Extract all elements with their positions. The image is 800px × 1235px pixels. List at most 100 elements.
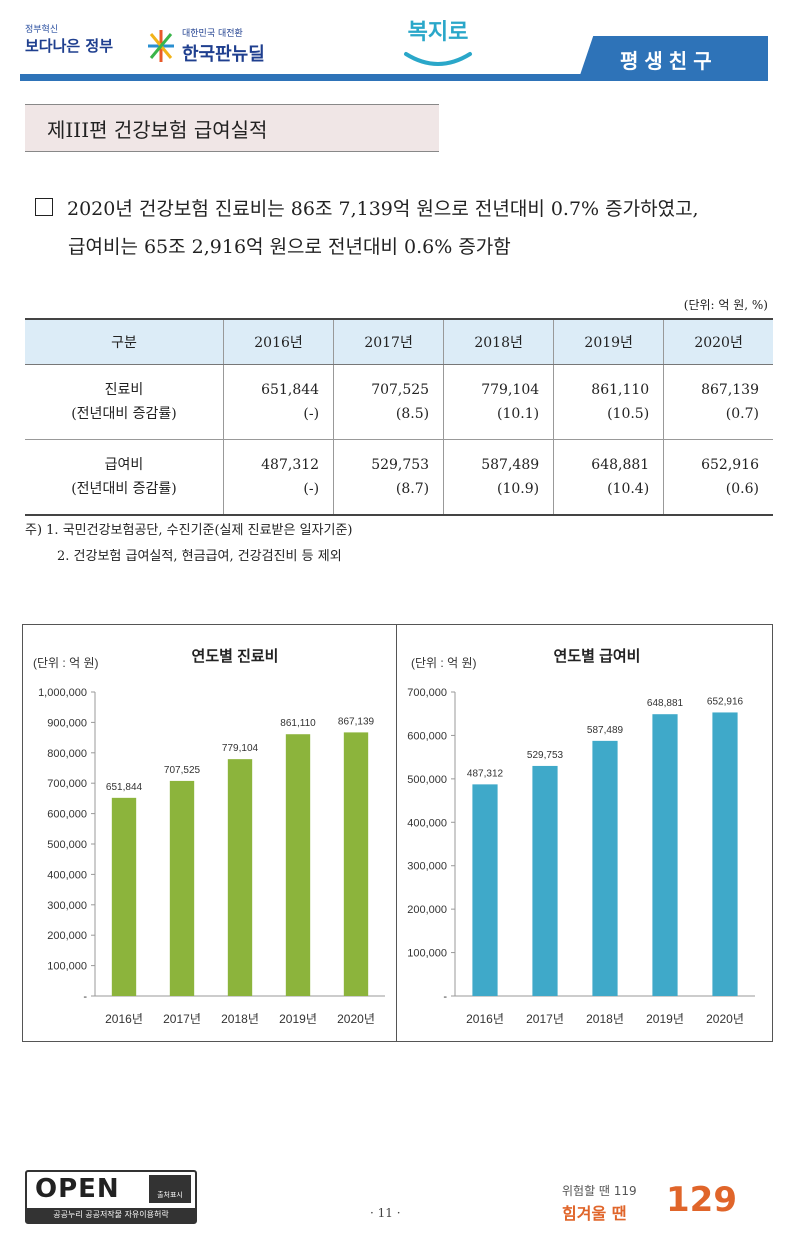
- y-tick-label: 200,000: [47, 930, 87, 942]
- gov-logo-small-text: 정부혁신: [25, 25, 59, 35]
- cell-rate: (10.1): [497, 406, 540, 422]
- y-tick-label: 600,000: [47, 809, 87, 821]
- y-tick-label: 100,000: [407, 948, 447, 960]
- summary-text-2: 급여비는 65조 2,916억 원으로 전년대비 0.6% 증가함: [68, 236, 511, 258]
- section-title: 제III편 건강보험 급여실적: [47, 118, 268, 142]
- bar: [592, 740, 618, 996]
- table-cell: 707,525 (8.5): [333, 364, 444, 440]
- cell-value: 867,139: [701, 382, 759, 398]
- data-label: 652,916: [707, 696, 744, 707]
- table-cell: 779,104 (10.1): [443, 364, 554, 440]
- benefit-expense-chart-svg: 연도별 급여비 (단위 : 억 원) - 100,000 200,000 300,000 4…: [407, 647, 755, 1026]
- chart-title: 연도별 급여비: [554, 647, 641, 665]
- y-tick-label: 400,000: [47, 869, 87, 881]
- y-tick-label: 800,000: [47, 748, 87, 760]
- gov-logo-text: 보다나은 정부: [25, 37, 114, 55]
- emergency-text-1: 위험할 땐 119: [562, 1184, 637, 1198]
- new-deal-mark-icon: [148, 30, 174, 62]
- table-row: 급여비 (전년대비 증감률) 487,312 (-) 529,753 (8.7) 58…: [25, 439, 773, 516]
- cell-rate: (0.6): [725, 481, 759, 497]
- summary-paragraph: 2020년 건강보험 진료비는 86조 7,139억 원으로 전년대비 0.7%…: [35, 190, 780, 266]
- x-tick-label: 2017년: [526, 1012, 564, 1026]
- header-banner-line: [20, 74, 768, 81]
- page-number: · 11 ·: [370, 1206, 401, 1220]
- column-header: 2019년: [553, 318, 664, 365]
- bar: [712, 712, 738, 996]
- table-cell: 648,881 (10.4): [553, 439, 664, 516]
- korean-new-deal-logo: 대한민국 대전환 한국판뉴딜: [146, 22, 286, 66]
- y-tick-label: -: [83, 991, 87, 1003]
- new-deal-small-text: 대한민국 대전환: [182, 29, 243, 39]
- table-notes: 주) 1. 국민건강보험공단, 수진기준(실제 진료받은 일자기준) 2. 건강…: [25, 518, 353, 570]
- column-header: 2017년: [333, 318, 444, 365]
- cell-rate: (8.7): [395, 481, 430, 497]
- summary-text-1: 2020년 건강보험 진료비는 86조 7,139억 원으로 전년대비 0.7%…: [67, 198, 699, 220]
- data-label: 487,312: [467, 768, 504, 779]
- benefit-expense-chart: 연도별 급여비 (단위 : 억 원) - 100,000 200,000 300,000 4…: [396, 624, 773, 1042]
- table-cell: 487,312 (-): [222, 439, 334, 516]
- bar: [227, 759, 253, 996]
- column-header: 2018년: [443, 318, 554, 365]
- cell-rate: (-): [303, 406, 320, 422]
- table-cell: 652,916 (0.6): [663, 439, 773, 516]
- bar: [652, 714, 678, 996]
- table-cell: 651,844 (-): [222, 364, 334, 440]
- note-1: 주) 1. 국민건강보험공단, 수진기준(실제 진료받은 일자기준): [25, 523, 353, 538]
- cell-value: 587,489: [481, 457, 540, 473]
- table-cell: 867,139 (0.7): [663, 364, 773, 440]
- data-label: 651,844: [106, 782, 143, 793]
- x-tick-label: 2020년: [706, 1012, 744, 1026]
- banner-text: 평생친구: [620, 49, 718, 73]
- table-cell: 529,753 (8.7): [333, 439, 444, 516]
- bar: [472, 784, 498, 996]
- table-cell: 587,489 (10.9): [443, 439, 554, 516]
- data-label: 867,139: [338, 716, 375, 727]
- bar: [169, 780, 195, 996]
- x-tick-label: 2018년: [221, 1012, 259, 1026]
- chart-title: 연도별 진료비: [192, 647, 279, 665]
- row-label-main: 급여비: [104, 457, 144, 473]
- cell-value: 487,312: [261, 457, 320, 473]
- chart-unit-label: (단위 : 억 원): [33, 656, 99, 670]
- data-label: 861,110: [280, 718, 316, 729]
- y-tick-label: 100,000: [47, 961, 87, 973]
- summary-line-1: 2020년 건강보험 진료비는 86조 7,139억 원으로 전년대비 0.7%…: [35, 190, 780, 228]
- section-title-box: 제III편 건강보험 급여실적: [25, 104, 439, 152]
- row-label: 진료비 (전년대비 증감률): [25, 364, 224, 440]
- bar: [285, 734, 311, 996]
- emergency-129-logo: 위험할 땐 119 힘겨울 땐 129: [562, 1180, 772, 1224]
- bokjiro-logo: 복지로: [398, 14, 478, 74]
- data-label: 648,881: [647, 698, 684, 709]
- header-banner-tab: 평생친구: [578, 36, 768, 81]
- data-label: 587,489: [587, 725, 624, 736]
- medical-expense-chart-svg: 연도별 진료비 (단위 : 억 원) - 100,000 200,000 300,000 4…: [33, 647, 385, 1026]
- open-logo-subtext: 공공누리 공공저작물 자유이용허락: [27, 1208, 195, 1222]
- bar: [111, 797, 137, 996]
- y-tick-label: 300,000: [407, 861, 447, 873]
- bokjiro-text: 복지로: [407, 20, 469, 45]
- note-2: 2. 건강보험 급여실적, 현금급여, 건강검진비 등 제외: [57, 549, 342, 564]
- open-logo-text: OPEN: [35, 1174, 120, 1204]
- cell-value: 648,881: [591, 457, 650, 473]
- y-tick-label: 700,000: [47, 778, 87, 790]
- x-tick-label: 2019년: [279, 1012, 317, 1026]
- y-tick-label: 1,000,000: [38, 687, 87, 699]
- column-header: 구분: [25, 318, 224, 365]
- bar: [532, 765, 558, 996]
- table-header-row: 구분 2016년 2017년 2018년 2019년 2020년: [25, 318, 773, 365]
- table-row: 진료비 (전년대비 증감률) 651,844 (-) 707,525 (8.5) 77…: [25, 364, 773, 440]
- y-tick-label: 500,000: [47, 839, 87, 851]
- cell-rate: (8.5): [395, 406, 430, 422]
- bar: [343, 732, 369, 996]
- data-label: 779,104: [222, 743, 259, 754]
- x-tick-label: 2018년: [586, 1012, 624, 1026]
- cell-value: 652,916: [701, 457, 759, 473]
- bokjiro-smile-icon: [404, 52, 472, 66]
- medical-expense-chart: 연도별 진료비 (단위 : 억 원) - 100,000 200,000 300,000 4…: [22, 624, 398, 1042]
- cell-rate: (10.5): [607, 406, 650, 422]
- chart-unit-label: (단위 : 억 원): [411, 656, 477, 670]
- y-tick-label: 500,000: [407, 774, 447, 786]
- cell-rate: (10.4): [607, 481, 650, 497]
- expense-table: 구분 2016년 2017년 2018년 2019년 2020년 진료비 (전년대…: [25, 318, 773, 516]
- row-label-main: 진료비: [104, 382, 144, 398]
